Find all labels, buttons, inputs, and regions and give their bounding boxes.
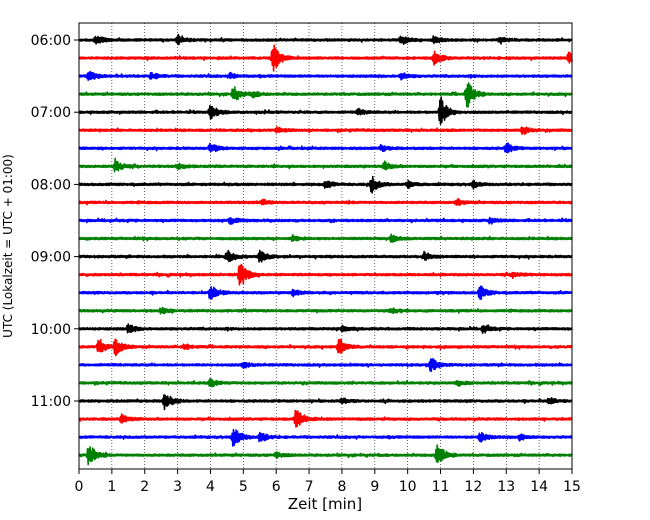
x-axis-label: Zeit [min] [288,495,362,513]
seismic-trace [78,306,573,315]
seismic-trace [78,358,573,373]
seismic-trace [78,70,573,81]
x-tick-label: 11 [432,479,450,495]
seismic-trace [78,409,573,428]
y-tick-label: 11:00 [31,394,71,410]
x-tick-label: 12 [464,479,482,495]
seismic-trace [78,33,573,46]
vertical-grid [111,23,540,469]
x-tick-label: 6 [272,479,281,495]
seismic-trace [78,96,573,125]
x-tick-label: 13 [497,479,515,495]
plot-frame [78,22,573,470]
x-tick-label: 7 [305,479,314,495]
seismic-trace [78,142,573,154]
y-tick-label: 08:00 [31,177,71,193]
x-tick-label: 1 [107,479,116,495]
y-tick-label: 10:00 [31,322,71,338]
y-axis: 06:00 07:00 08:00 09:00 10:00 11:00 [31,33,79,410]
seismic-trace [78,126,573,136]
seismic-traces [78,33,573,466]
seismic-trace [78,157,573,173]
seismic-trace [78,216,573,225]
seismic-trace [78,378,573,388]
seismic-trace [78,338,573,357]
seismic-trace [78,285,573,300]
seismic-trace [78,444,573,466]
seismic-trace [78,394,573,411]
x-tick-label: 14 [530,479,548,495]
seismic-trace [78,263,573,286]
y-tick-label: 06:00 [31,33,71,49]
y-tick-label: 07:00 [31,105,71,121]
x-tick-label: 5 [239,479,248,495]
seismic-trace [78,323,573,334]
seismic-trace [78,233,573,243]
x-tick-label: 0 [75,479,84,495]
x-tick-label: 8 [337,479,346,495]
seismic-trace [78,428,573,447]
x-tick-label: 15 [563,479,581,495]
x-tick-label: 4 [206,479,215,495]
y-tick-label: 09:00 [31,250,71,266]
seismic-trace [78,175,573,194]
x-tick-label: 10 [399,479,417,495]
x-tick-label: 2 [140,479,149,495]
seismic-trace [78,249,573,263]
x-axis: 0 1 2 3 4 5 6 7 8 9 10 11 12 13 14 15 [75,469,581,495]
x-tick-label: 3 [173,479,182,495]
x-tick-label: 9 [370,479,379,495]
seismic-trace [78,197,573,206]
y-axis-label: UTC (Lokalzeit = UTC + 01:00) [1,154,15,338]
seismic-trace [78,44,573,72]
seismic-trace [78,82,573,108]
